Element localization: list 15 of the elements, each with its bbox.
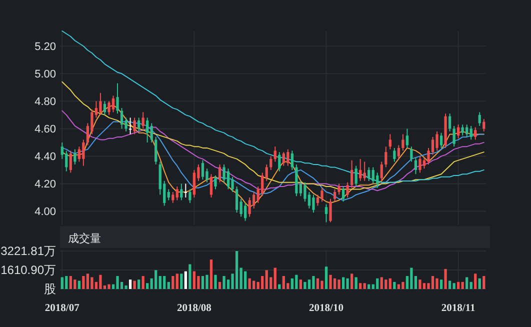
y-tick-label: 4.80 [34,96,56,108]
y-tick-label: 4.60 [34,124,56,136]
chart-title: 成交量 [68,232,101,245]
y-tick-label: 1610.90万 [0,263,56,277]
x-tick-label: 2018/11 [441,303,476,314]
y-tick-label: 4.20 [34,178,56,191]
x-tick-label: 2018/07 [44,303,80,314]
x-tick-label: 2018/10 [309,303,344,314]
y-tick-label: 3221.81万 [0,244,56,258]
y-tick-label: 4.00 [34,206,56,218]
y-tick-label: 4.40 [34,151,56,164]
x-tick-label: 2018/08 [176,303,212,314]
y-tick-label: 5.00 [34,68,56,81]
y-tick-label: 5.20 [34,41,56,54]
y-tick-label: 股 [44,282,56,296]
